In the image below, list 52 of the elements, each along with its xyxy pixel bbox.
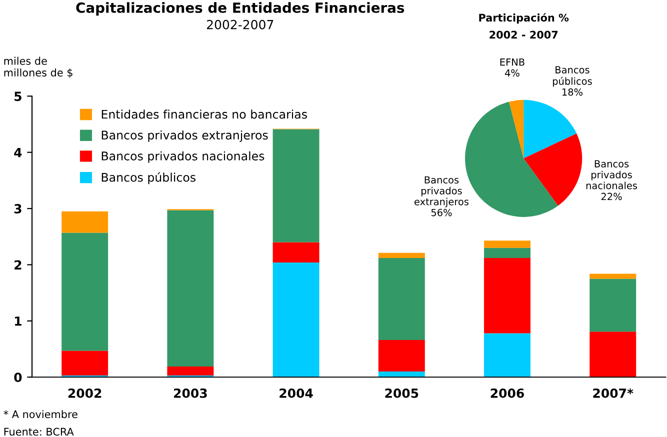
pie-slice xyxy=(524,100,577,158)
bar xyxy=(378,252,425,258)
x-tick-label: 2005 xyxy=(385,388,418,398)
y-tick-label: 4 xyxy=(14,148,22,158)
bar xyxy=(272,262,320,378)
y-tick-label: 3 xyxy=(14,204,22,214)
bar xyxy=(167,366,214,376)
x-tick-label: 2003 xyxy=(174,388,207,398)
bar xyxy=(62,211,108,233)
x-tick-label: 2006 xyxy=(490,388,524,398)
bar xyxy=(62,350,108,376)
legend-label: Bancos privados extranjeros xyxy=(102,130,268,142)
legend-label: Entidades financieras no bancarias xyxy=(102,110,307,119)
chart-subtitle: 2002-2007 xyxy=(206,20,274,30)
chart-title: Capitalizaciones de Entidades Financieras xyxy=(76,2,404,16)
bar xyxy=(590,332,636,378)
text: * A noviembre xyxy=(4,410,78,418)
bar xyxy=(272,129,320,242)
bar xyxy=(378,258,425,340)
bar xyxy=(484,333,530,378)
slice-label: Bancos públicos xyxy=(552,66,592,87)
pie-slice xyxy=(524,133,582,206)
legend-label: Bancos públicos xyxy=(102,172,196,184)
chart-title: Participación % xyxy=(479,13,569,24)
source-note: Fuente: BCRA xyxy=(4,428,74,436)
bar xyxy=(167,210,214,366)
chart-subtitle: 2002 - 2007 xyxy=(490,30,558,39)
y-tick-label: 0 xyxy=(14,372,22,382)
slice-label: EFNB xyxy=(500,58,524,66)
y-tick-label: 2 xyxy=(14,260,22,270)
legend-label: Bancos privados nacionales xyxy=(102,151,264,163)
bar xyxy=(484,258,530,334)
data-label: 22% xyxy=(601,192,622,200)
data-label: 4% xyxy=(504,69,520,77)
bar xyxy=(590,278,636,332)
bar xyxy=(590,274,636,279)
data-label: 18% xyxy=(562,88,582,96)
bar xyxy=(484,240,530,248)
bar xyxy=(272,242,320,262)
pie-slice xyxy=(509,100,524,158)
y-tick-label: 1 xyxy=(15,316,22,326)
slice-label: Bancos privados nacionales xyxy=(586,160,638,190)
bar xyxy=(484,248,530,258)
x-tick-label: 2004 xyxy=(280,388,313,398)
y-tick-label: 5 xyxy=(14,92,22,102)
x-tick-label: 2007* xyxy=(593,388,634,398)
x-tick-label: 2002 xyxy=(68,388,102,398)
data-label: 56% xyxy=(431,208,452,216)
bar xyxy=(378,340,425,372)
y-axis-title: miles de millones de $ xyxy=(4,56,72,78)
slice-label: Bancos privados extranjeros xyxy=(414,176,468,208)
bar xyxy=(62,232,108,351)
